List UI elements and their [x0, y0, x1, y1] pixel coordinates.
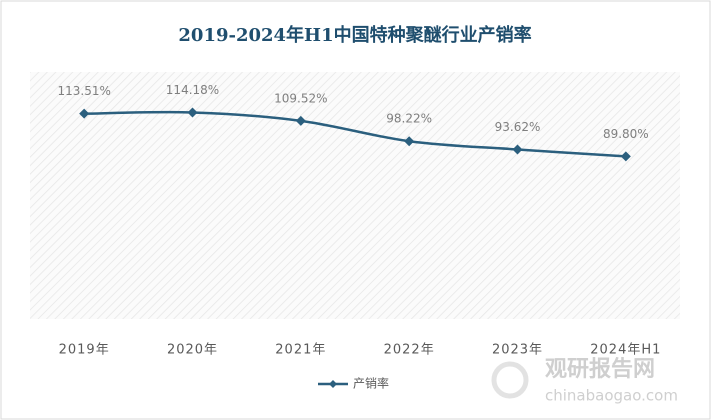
x-tick-label: 2020年 [167, 343, 218, 358]
series-line [84, 110, 626, 158]
x-tick-label: 2022年 [384, 343, 435, 358]
watermark: 观研报告网 chinabaogao.com [491, 357, 678, 405]
data-label: 98.22% [386, 112, 432, 126]
data-label: 93.62% [495, 120, 541, 134]
data-point [404, 136, 415, 147]
data-label: 113.51% [57, 84, 110, 98]
legend-marker [329, 380, 337, 388]
legend-label: 产销率 [353, 376, 389, 391]
data-label: 89.80% [603, 127, 649, 141]
watermark-name: 观研报告网 [545, 357, 655, 382]
x-tick-label: 2021年 [275, 343, 326, 358]
data-point [79, 108, 90, 119]
x-tick-label: 2019年 [59, 343, 110, 358]
plot-area [30, 72, 680, 319]
data-point [295, 115, 306, 126]
data-point [620, 151, 631, 162]
x-tick-label: 2023年 [492, 343, 543, 358]
chart-title: 2019-2024年H1中国特种聚醚行业产销率 [178, 24, 531, 46]
data-label: 109.52% [274, 91, 327, 105]
data-point [512, 144, 523, 155]
watermark-url: chinabaogao.com [545, 387, 678, 405]
x-tick-label: 2024年H1 [590, 343, 661, 358]
data-label: 114.18% [166, 83, 219, 97]
data-point [187, 107, 198, 118]
watermark-logo [491, 361, 529, 399]
